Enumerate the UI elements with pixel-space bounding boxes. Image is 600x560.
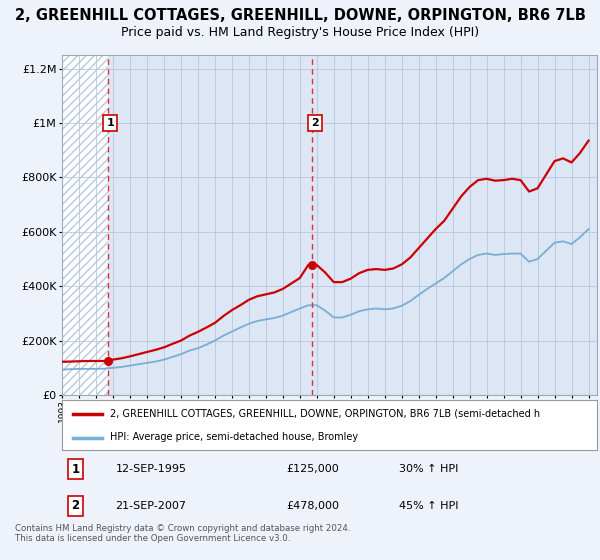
Text: 1: 1: [107, 118, 114, 128]
Text: 1: 1: [71, 463, 79, 476]
Text: 30% ↑ HPI: 30% ↑ HPI: [399, 464, 458, 474]
Text: 21-SEP-2007: 21-SEP-2007: [115, 501, 187, 511]
Text: Contains HM Land Registry data © Crown copyright and database right 2024.
This d: Contains HM Land Registry data © Crown c…: [15, 524, 350, 543]
Text: HPI: Average price, semi-detached house, Bromley: HPI: Average price, semi-detached house,…: [110, 432, 358, 442]
Text: Price paid vs. HM Land Registry's House Price Index (HPI): Price paid vs. HM Land Registry's House …: [121, 26, 479, 39]
Text: 2: 2: [71, 499, 79, 512]
Text: £125,000: £125,000: [287, 464, 340, 474]
Text: 45% ↑ HPI: 45% ↑ HPI: [399, 501, 458, 511]
Text: 2: 2: [311, 118, 319, 128]
Text: 12-SEP-1995: 12-SEP-1995: [115, 464, 187, 474]
Text: 2, GREENHILL COTTAGES, GREENHILL, DOWNE, ORPINGTON, BR6 7LB: 2, GREENHILL COTTAGES, GREENHILL, DOWNE,…: [14, 8, 586, 23]
Text: 2, GREENHILL COTTAGES, GREENHILL, DOWNE, ORPINGTON, BR6 7LB (semi-detached h: 2, GREENHILL COTTAGES, GREENHILL, DOWNE,…: [110, 409, 540, 419]
Bar: [62, 55, 108, 395]
Text: £478,000: £478,000: [287, 501, 340, 511]
